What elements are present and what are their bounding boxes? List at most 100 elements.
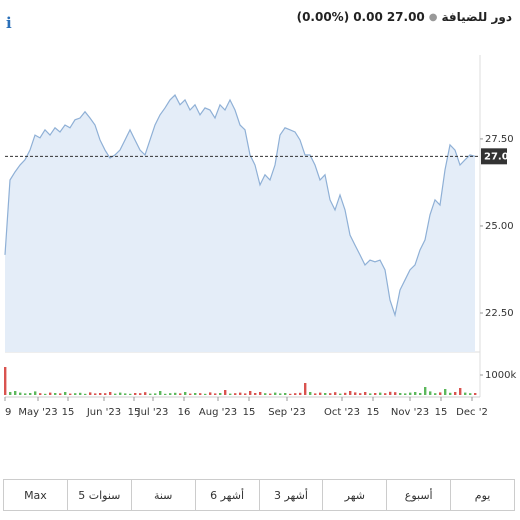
volume-bar: [339, 393, 342, 395]
volume-bar: [364, 392, 367, 395]
range-button[interactable]: أسبوع: [387, 480, 452, 510]
volume-bar: [304, 383, 307, 395]
volume-bar: [254, 393, 257, 395]
volume-bar: [389, 391, 392, 395]
x-tick-label: Dec '2: [456, 407, 488, 418]
range-buttons: Max 5 سنوات سنة 6 أشهر 3 أشهر شهر أسبوع يوم: [3, 479, 515, 511]
last-price-box: [481, 148, 507, 165]
y-tick-label: 27.50: [485, 134, 514, 145]
volume-bar: [459, 388, 462, 395]
volume-tick-label: 1000k: [485, 370, 516, 381]
volume-bar: [154, 393, 157, 395]
volume-bar: [4, 367, 7, 395]
x-tick-label: Jun '23: [86, 407, 121, 418]
volume-bar: [169, 393, 172, 395]
volume-bar: [64, 392, 67, 395]
volume-bar: [299, 392, 302, 395]
price: 27.00: [386, 10, 425, 24]
volume-bar: [74, 393, 77, 395]
volume-bar: [279, 393, 282, 395]
volume-bar: [164, 393, 167, 395]
volume-bar: [49, 392, 52, 395]
range-button[interactable]: Max: [4, 480, 68, 510]
last-price-label: 27.00: [484, 151, 516, 162]
volume-bar: [404, 393, 407, 395]
volume-bar: [69, 393, 72, 395]
x-tick-label: 15: [243, 407, 256, 418]
y-tick-label: 25.00: [485, 221, 514, 232]
y-tick-label: 22.50: [485, 308, 514, 319]
volume-bar: [434, 393, 437, 395]
volume-bar: [474, 393, 477, 395]
volume-bar: [429, 391, 432, 395]
volume-bar: [189, 393, 192, 395]
volume-bar: [184, 392, 187, 395]
x-tick-label: Sep '23: [268, 407, 306, 418]
x-tick-label: Oct '23: [324, 407, 360, 418]
volume-bar: [349, 391, 352, 395]
volume-bar: [19, 392, 22, 395]
volume-bar: [234, 393, 237, 395]
x-tick-label: May '23: [18, 407, 57, 418]
volume-bar: [354, 392, 357, 395]
range-button[interactable]: يوم: [474, 488, 491, 502]
volume-bar: [419, 393, 422, 395]
volume-bar: [144, 392, 147, 395]
volume-bar: [439, 392, 442, 395]
volume-bar: [104, 393, 107, 395]
volume-bar: [204, 393, 207, 395]
x-tick-label: Aug '23: [199, 407, 237, 418]
volume-bar: [99, 393, 102, 395]
volume-bar: [294, 393, 297, 395]
volume-bar: [344, 392, 347, 395]
volume-bar: [284, 393, 287, 395]
area-fill: [5, 95, 475, 353]
volume-bar: [114, 393, 117, 395]
volume-bar: [44, 393, 47, 395]
range-button[interactable]: 3 أشهر: [260, 480, 324, 510]
volume-bar: [309, 392, 312, 395]
volume-bar: [384, 393, 387, 395]
volume-bar: [149, 393, 152, 395]
volume-bar: [329, 393, 332, 395]
volume-bar: [399, 393, 402, 395]
volume-bar: [424, 387, 427, 395]
price-line: [4, 94, 476, 318]
volume-bar: [379, 392, 382, 395]
volume-bar: [449, 392, 452, 395]
x-tick-label: 9: [5, 407, 11, 418]
volume-bar: [119, 392, 122, 395]
change: 0.00: [353, 10, 383, 24]
volume-bar: [209, 392, 212, 395]
volume-bar: [199, 393, 202, 395]
info-icon[interactable]: i: [6, 14, 12, 32]
range-button[interactable]: 6 أشهر: [196, 480, 260, 510]
range-button[interactable]: شهر: [323, 480, 388, 510]
volume-bar: [9, 392, 12, 395]
volume-bar: [249, 391, 252, 395]
volume-bar: [259, 392, 262, 395]
volume-bar: [134, 393, 137, 395]
volume-bar: [359, 393, 362, 395]
change-pct: (0.00%): [296, 10, 350, 24]
x-tick-label: 15: [367, 407, 380, 418]
range-button[interactable]: 5 سنوات: [68, 480, 132, 510]
volume-bar: [129, 393, 132, 395]
volume-bar: [224, 390, 227, 395]
volume-bar: [464, 392, 467, 395]
volume-bar: [24, 393, 27, 395]
volume-bar: [84, 393, 87, 395]
x-tick-label: 15: [128, 407, 141, 418]
volume-bar: [314, 393, 317, 395]
volume-bar: [89, 392, 92, 395]
volume-bar: [409, 392, 412, 395]
range-button[interactable]: سنة: [132, 480, 196, 510]
volume-bar: [194, 393, 197, 395]
volume-bar: [159, 391, 162, 395]
volume-bar: [324, 393, 327, 395]
volume-bar: [454, 392, 457, 395]
x-tick-label: 15: [62, 407, 75, 418]
volume-bar: [319, 392, 322, 395]
volume-bar: [124, 393, 127, 395]
volume-bar: [79, 392, 82, 395]
